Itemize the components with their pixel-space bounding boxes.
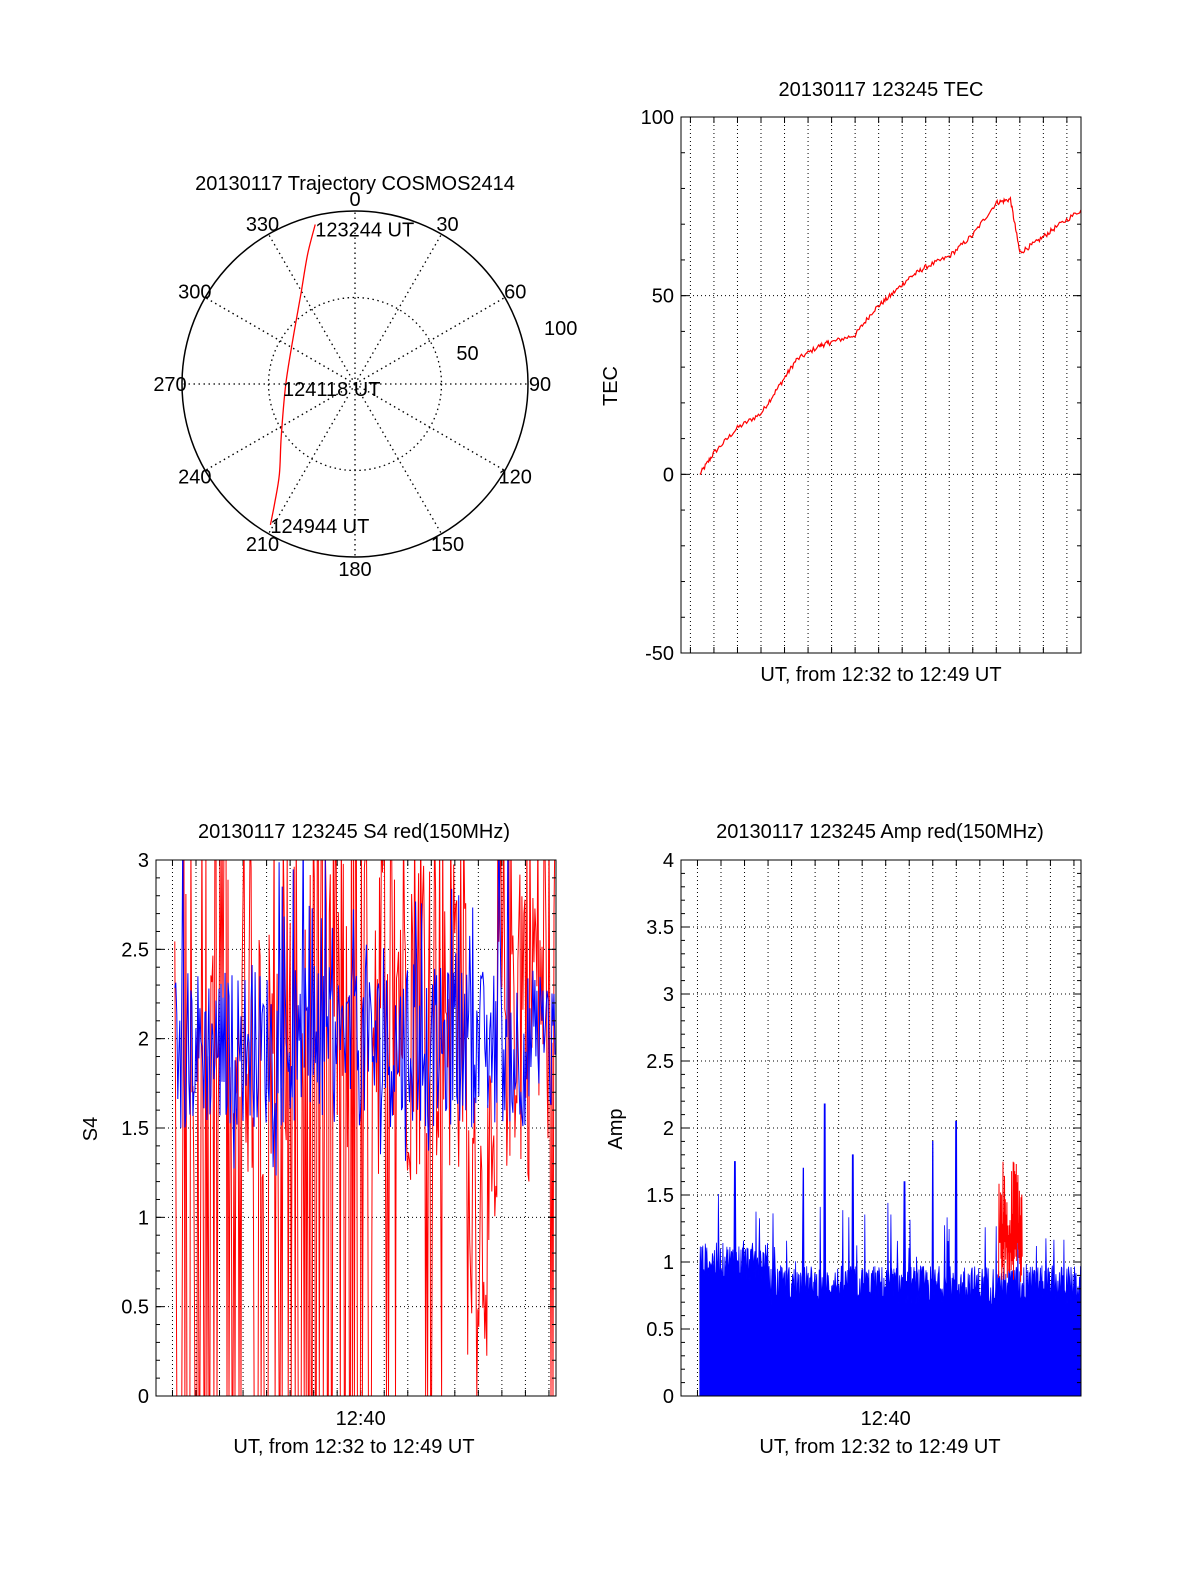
amp-red-line [998,1161,1023,1282]
y-tick-label: 0.5 [121,1297,149,1319]
amp-series [699,1103,1082,1397]
tec-xlabel: UT, from 12:32 to 12:49 UT [760,664,1001,686]
polar-angle-label: 180 [338,559,371,581]
polar-angle-label: 210 [246,534,279,556]
trajectory-annotation: 124944 UT [270,516,369,538]
polar-radius-labels: 50 100 [456,318,577,365]
polar-angle-label: 240 [178,467,211,489]
polar-spoke [354,383,506,472]
s4-red-line [174,860,556,1396]
polar-grid [181,210,529,558]
tec-series [699,195,1082,476]
y-tick-label: 0 [663,1386,674,1408]
polar-spoke [267,233,356,385]
polar-angle-label: 330 [246,214,279,236]
tec-ylabel: TEC [600,366,622,406]
trajectory-annotations: 123244 UT 124118 UT 124944 UT [270,220,414,538]
y-tick-label: 1 [663,1252,674,1274]
y-tick-label: 0.5 [646,1319,674,1341]
polar-angle-label: 150 [431,534,464,556]
tec-y-ticks: -50 0 50 100 [641,107,1081,665]
tec-chart: 20130117 123245 TEC -50 0 50 100 UT, from 1… [600,79,1082,686]
amp-y-ticks: 0 0.5 1 1.5 2 2.5 3 3.5 4 [646,850,1081,1408]
polar-outer-circle [181,210,529,558]
s4-xlabel: UT, from 12:32 to 12:49 UT [233,1436,474,1458]
tec-line [699,195,1082,476]
y-tick-label: -50 [645,643,674,665]
s4-title: 20130117 123245 S4 red(150MHz) [198,821,510,843]
s4-blue-line [174,860,556,1176]
y-tick-label: 3.5 [646,917,674,939]
amp-title: 20130117 123245 Amp red(150MHz) [716,821,1044,843]
s4-x-ticks: 12:40 [336,1408,386,1430]
tec-title: 20130117 123245 TEC [779,79,984,101]
y-tick-label: 0 [138,1386,149,1408]
polar-angle-label: 120 [499,467,532,489]
polar-angle-label: 90 [529,374,551,396]
trajectory-chart: 20130117 Trajectory COSMOS2414 0 30 60 90 12… [153,173,577,581]
polar-angle-label: 300 [178,282,211,304]
amp-blue-area [699,1103,1082,1397]
y-tick-label: 1 [138,1207,149,1229]
trajectory-track [269,224,316,526]
x-tick-label: 12:40 [861,1408,911,1430]
polar-spoke [354,383,443,535]
y-tick-label: 0 [663,464,674,486]
trajectory-annotation: 123244 UT [315,220,414,242]
y-tick-label: 2 [663,1118,674,1140]
y-tick-label: 100 [641,107,674,129]
y-tick-label: 3 [138,850,149,872]
polar-angle-label: 30 [436,214,458,236]
s4-ylabel: S4 [80,1117,102,1141]
amp-xlabel: UT, from 12:32 to 12:49 UT [759,1436,1000,1458]
tec-frame [680,116,1082,654]
s4-chart: 20130117 123245 S4 red(150MHz) 0 0.5 1 1.5 2… [80,821,557,1458]
polar-spoke [204,383,356,472]
y-tick-label: 4 [663,850,674,872]
amp-ylabel: Amp [605,1108,627,1149]
y-tick-label: 2.5 [121,939,149,961]
polar-spoke [354,233,443,385]
polar-spoke [204,296,356,385]
polar-angle-labels: 0 30 60 90 120 150 180 210 240 270 300 330 [153,189,551,581]
polar-spoke [267,383,356,535]
tec-grid [681,117,1081,653]
polar-radius-label: 50 [456,343,478,365]
y-tick-label: 2.5 [646,1051,674,1073]
s4-y-ticks: 0 0.5 1 1.5 2 2.5 3 [121,850,556,1408]
trajectory-title: 20130117 Trajectory COSMOS2414 [195,173,515,195]
y-tick-label: 50 [652,286,674,308]
y-tick-label: 3 [663,984,674,1006]
polar-angle-label: 60 [504,282,526,304]
polar-angle-label: 0 [349,189,360,211]
y-tick-label: 2 [138,1029,149,1051]
trajectory-annotation: 124118 UT [283,379,380,401]
amp-x-ticks: 12:40 [861,1408,911,1430]
x-tick-label: 12:40 [336,1408,386,1430]
y-tick-label: 1.5 [646,1185,674,1207]
s4-series [174,860,556,1396]
polar-angle-label: 270 [153,374,186,396]
y-tick-label: 1.5 [121,1118,149,1140]
polar-spoke [354,296,506,385]
polar-radius-label: 100 [544,318,577,340]
amp-chart: 20130117 123245 Amp red(150MHz) 0 0.5 1 1.5… [605,821,1082,1458]
